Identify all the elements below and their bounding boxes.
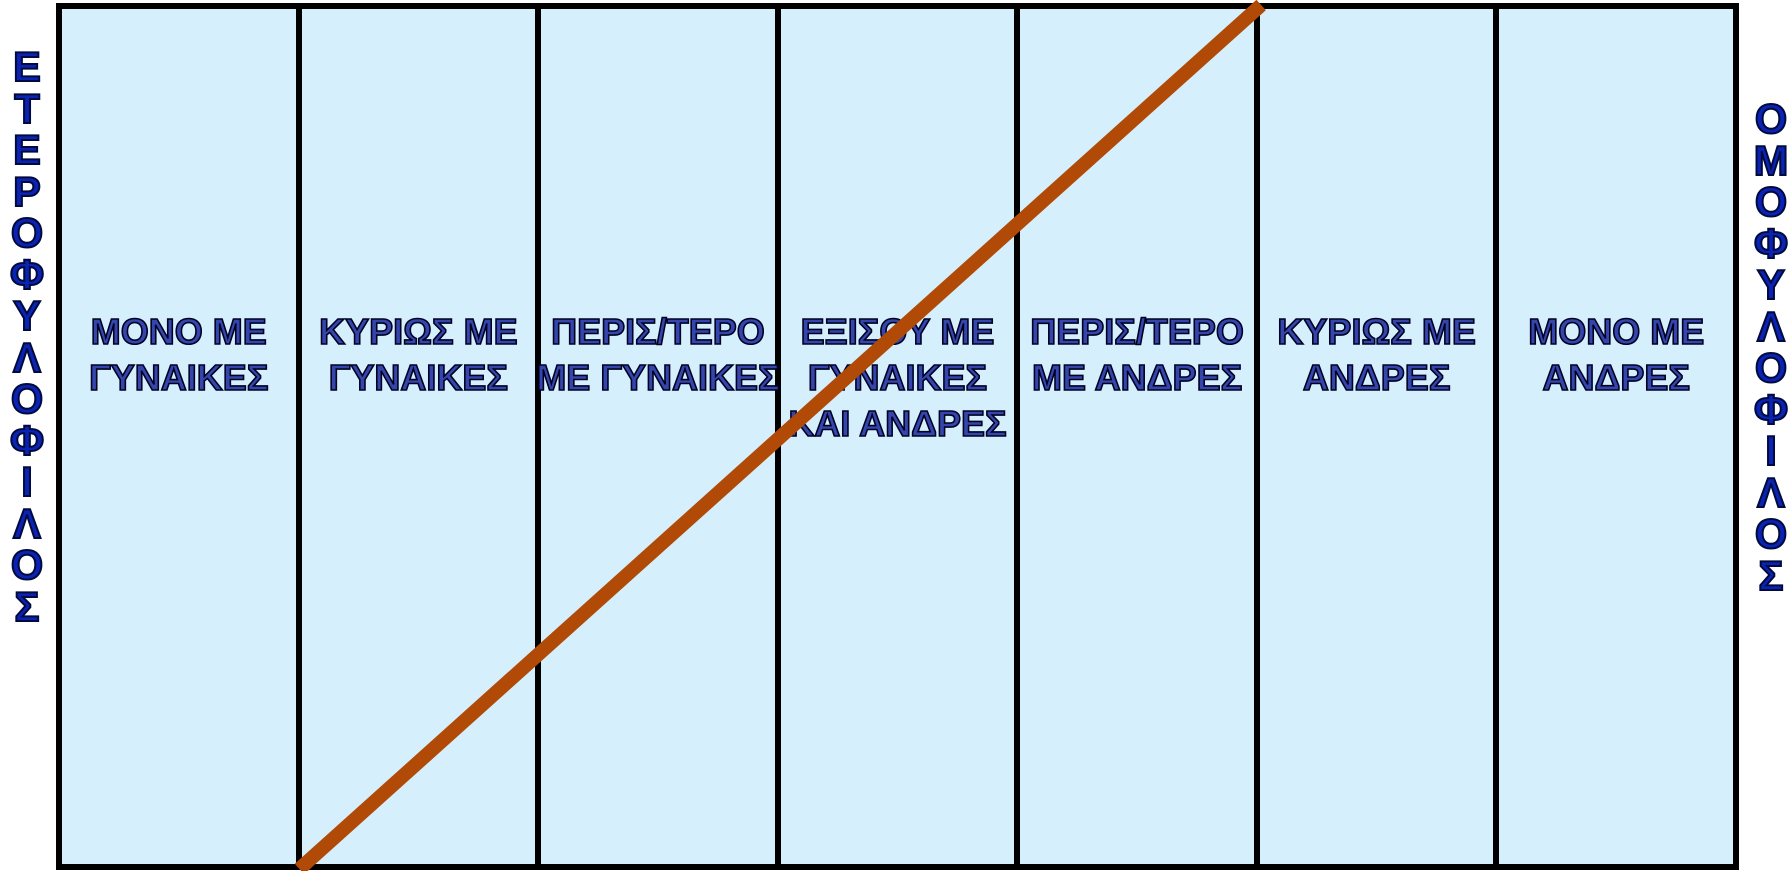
- left-axis-label-letter: Ι: [20, 458, 33, 505]
- scale-column: ΚΥΡΙΩΣ ΜΕ ΓΥΝΑΙΚΕΣ: [302, 9, 542, 864]
- left-axis-label-letter: Σ: [14, 582, 41, 630]
- orientation-scale: ΜΟΝΟ ΜΕ ΓΥΝΑΙΚΕΣ ΚΥΡΙΩΣ ΜΕ ΓΥΝΑΙΚΕΣ ΠΕΡΙΣ/…: [56, 3, 1739, 870]
- left-axis-label-letter: Ρ: [12, 167, 42, 215]
- column-label: ΜΟΝΟ ΜΕ ΑΝΔΡΕΣ: [1527, 310, 1705, 399]
- scale-column: ΕΞΙΣΟΥ ΜΕ ΓΥΝΑΙΚΕΣ ΚΑΙ ΑΝΔΡΕΣ: [781, 9, 1021, 864]
- right-axis-label-letter: Σ: [1758, 551, 1785, 599]
- left-axis-label-letter: Λ: [12, 499, 42, 547]
- left-axis-label-letter: Υ: [12, 292, 42, 339]
- right-axis-label-letter: Ο: [1754, 178, 1788, 225]
- scale-columns: ΜΟΝΟ ΜΕ ΓΥΝΑΙΚΕΣ ΚΥΡΙΩΣ ΜΕ ΓΥΝΑΙΚΕΣ ΠΕΡΙΣ/…: [56, 3, 1739, 870]
- left-axis-label-letter: Φ: [9, 416, 45, 464]
- right-axis-label-letter: Ι: [1764, 427, 1777, 474]
- scale-column: ΜΟΝΟ ΜΕ ΑΝΔΡΕΣ: [1499, 9, 1733, 864]
- column-label: ΚΥΡΙΩΣ ΜΕ ΓΥΝΑΙΚΕΣ: [318, 310, 518, 399]
- left-axis-label-letter: Ο: [10, 541, 44, 588]
- right-axis-label-letter: Μ: [1753, 136, 1790, 184]
- scale-column: ΜΟΝΟ ΜΕ ΓΥΝΑΙΚΕΣ: [62, 9, 302, 864]
- right-axis-label-letter: Υ: [1756, 261, 1786, 308]
- left-axis-label-letter: Ο: [10, 375, 44, 422]
- left-axis-label-letter: Ο: [10, 209, 44, 256]
- right-axis-label-letter: Ο: [1754, 510, 1788, 557]
- right-axis-label-letter: Φ: [1753, 219, 1789, 267]
- right-axis-label-letter: Λ: [1756, 302, 1786, 350]
- scale-column: ΠΕΡΙΣ/ΤΕΡΟ ΜΕ ΓΥΝΑΙΚΕΣ: [536, 9, 781, 864]
- column-label: ΜΟΝΟ ΜΕ ΓΥΝΑΙΚΕΣ: [88, 310, 269, 399]
- left-axis-label-letter: Ε: [12, 43, 42, 90]
- column-label: ΠΕΡΙΣ/ΤΕΡΟ ΜΕ ΑΝΔΡΕΣ: [1029, 310, 1244, 399]
- column-label: ΕΞΙΣΟΥ ΜΕ ΓΥΝΑΙΚΕΣ ΚΑΙ ΑΝΔΡΕΣ: [788, 310, 1008, 445]
- right-axis-label-letter: Ο: [1754, 95, 1788, 142]
- left-axis-label-letter: Φ: [9, 250, 45, 298]
- right-axis-label-letter: Ο: [1754, 344, 1788, 391]
- scale-column: ΠΕΡΙΣ/ΤΕΡΟ ΜΕ ΑΝΔΡΕΣ: [1020, 9, 1260, 864]
- right-axis-label-letter: Λ: [1756, 468, 1786, 516]
- right-axis-label-letter: Φ: [1753, 385, 1789, 433]
- column-label: ΚΥΡΙΩΣ ΜΕ ΑΝΔΡΕΣ: [1277, 310, 1477, 399]
- left-axis-label-letter: Τ: [13, 84, 40, 132]
- left-axis-label-letter: Ε: [12, 126, 42, 173]
- column-label: ΠΕΡΙΣ/ΤΕΡΟ ΜΕ ΓΥΝΑΙΚΕΣ: [536, 310, 781, 399]
- scale-column: ΚΥΡΙΩΣ ΜΕ ΑΝΔΡΕΣ: [1260, 9, 1500, 864]
- left-axis-label-letter: Λ: [12, 333, 42, 381]
